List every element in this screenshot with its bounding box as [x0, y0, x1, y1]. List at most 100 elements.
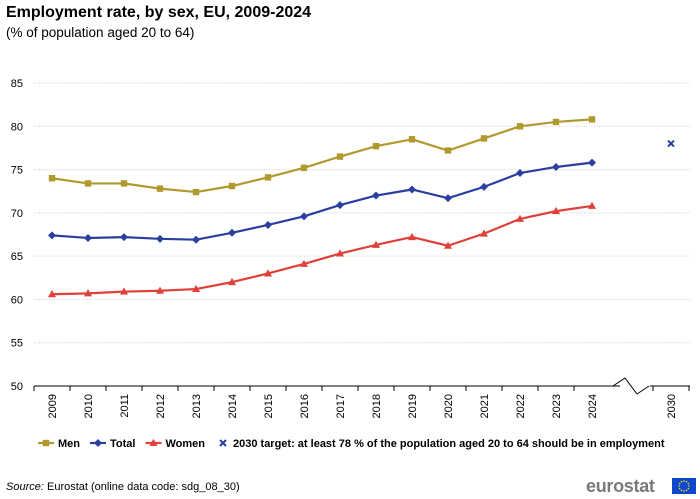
data-point-total-2010	[84, 233, 92, 242]
x-axis: 2009 2010 2011 2012 2013 2014 2015 2016 2017 2018…	[33, 377, 690, 418]
data-point-total-2016	[300, 212, 308, 221]
x-tick-label-2018: 2018	[371, 394, 383, 418]
chart-subtitle: (% of population aged 20 to 64)	[6, 25, 195, 40]
data-point-women-2018	[372, 240, 380, 248]
data-point-women-2014	[228, 277, 236, 286]
y-tick-label-75: 75	[11, 165, 23, 177]
series-women	[48, 201, 596, 298]
x-tick-label-2016: 2016	[299, 394, 311, 418]
eu-flag-icon	[672, 478, 696, 494]
x-tick-label-2024: 2024	[587, 394, 599, 418]
data-point-men-2022	[516, 123, 524, 130]
data-point-women-2023	[552, 206, 560, 215]
series-line-total	[51, 161, 593, 241]
data-point-total-2017	[336, 201, 344, 210]
data-point-women-2019	[408, 232, 416, 241]
data-point-men-2010	[84, 180, 92, 187]
flag-star	[678, 485, 680, 487]
data-point-total-2009	[48, 231, 56, 240]
flag-star	[683, 480, 685, 482]
data-point-women-2021	[480, 229, 488, 237]
data-point-men-2015	[264, 174, 272, 181]
data-point-men-2023	[552, 118, 560, 126]
data-point-women-2012	[156, 286, 164, 294]
flag-background	[672, 478, 696, 494]
flag-star	[687, 487, 690, 490]
legend-label-men: Men	[58, 438, 80, 450]
x-tick-label-2012: 2012	[155, 394, 167, 418]
legend-item-total: Total	[90, 438, 135, 450]
axis-break-mark	[612, 377, 650, 395]
legend-marker-target	[219, 439, 227, 447]
data-point-men-2024	[588, 116, 596, 123]
flag-star	[680, 489, 683, 492]
y-tick-label-55: 55	[11, 338, 23, 350]
data-point-women-2011	[120, 287, 128, 295]
data-point-total-2018	[372, 191, 380, 200]
data-point-men-2017	[336, 153, 344, 160]
data-point-women-2024	[588, 201, 596, 209]
data-point-men-2011	[120, 180, 128, 187]
flag-star	[678, 487, 681, 490]
y-tick-label-80: 80	[11, 121, 23, 133]
source-text: Eurostat (online data code: sdg_08_30)	[46, 481, 240, 493]
target-marker-2030	[667, 139, 675, 148]
legend-item-women: Women	[145, 438, 205, 450]
data-point-women-2009	[48, 290, 56, 298]
data-point-total-2014	[228, 228, 236, 237]
x-tick-label-2019: 2019	[407, 394, 419, 418]
data-point-men-2020	[444, 147, 452, 154]
y-tick-label-65: 65	[11, 251, 23, 263]
flag-star	[687, 482, 690, 485]
data-point-total-2022	[516, 169, 524, 178]
data-point-women-2013	[192, 284, 200, 293]
data-point-total-2011	[120, 233, 128, 242]
data-point-total-2015	[264, 220, 272, 229]
x-tick-label-2010: 2010	[83, 394, 95, 418]
legend-item-men: Men	[38, 438, 80, 450]
flag-star	[683, 490, 685, 492]
legend-item-target: 2030 target: at least 78 % of the popula…	[219, 438, 665, 450]
flag-star	[688, 485, 690, 487]
data-point-men-2009	[48, 175, 56, 182]
x-tick-label-2023: 2023	[551, 394, 563, 418]
data-point-women-2015	[264, 269, 272, 277]
data-point-women-2022	[516, 214, 524, 222]
y-axis-ticks: 50 55 60 65 70 75 80 85	[11, 78, 23, 393]
series-men	[48, 116, 596, 196]
data-point-total-2020	[444, 194, 452, 203]
data-point-men-2018	[372, 142, 380, 150]
data-point-men-2019	[408, 136, 416, 143]
data-point-women-2010	[84, 289, 92, 297]
x-tick-label-2021: 2021	[479, 394, 491, 418]
x-tick-label-2009: 2009	[47, 394, 59, 418]
series-total	[48, 158, 596, 244]
flag-star	[685, 480, 688, 483]
logo-wordmark: eurostat	[586, 476, 655, 496]
source-label: Source:	[6, 481, 44, 493]
series-line-men	[51, 118, 593, 194]
flag-star	[685, 489, 688, 492]
chart-title: Employment rate, by sex, EU, 2009-2024	[6, 4, 312, 21]
y-tick-label-70: 70	[11, 208, 23, 220]
x-tick-label-2017: 2017	[335, 394, 347, 418]
legend-marker-women	[149, 438, 158, 446]
legend-label-women: Women	[165, 438, 205, 450]
data-point-total-2021	[480, 182, 488, 191]
legend: Men Total Women 2030 target: at least 78 % …	[38, 438, 665, 450]
data-point-women-2017	[336, 249, 344, 257]
data-point-men-2021	[480, 135, 488, 142]
series-line-women	[51, 204, 593, 296]
legend-label-target: 2030 target: at least 78 % of the popula…	[233, 438, 665, 450]
x-tick-label-2022: 2022	[515, 394, 527, 418]
legend-label-total: Total	[110, 438, 135, 450]
x-tick-label-2013: 2013	[191, 394, 203, 418]
legend-marker-men	[42, 439, 50, 447]
data-point-women-2016	[300, 259, 308, 267]
data-point-women-2020	[444, 241, 452, 249]
data-point-men-2013	[192, 188, 200, 196]
flag-star	[678, 482, 681, 485]
x-tick-label-2014: 2014	[227, 394, 239, 418]
y-tick-label-85: 85	[11, 78, 23, 90]
y-tick-label-60: 60	[11, 294, 23, 306]
